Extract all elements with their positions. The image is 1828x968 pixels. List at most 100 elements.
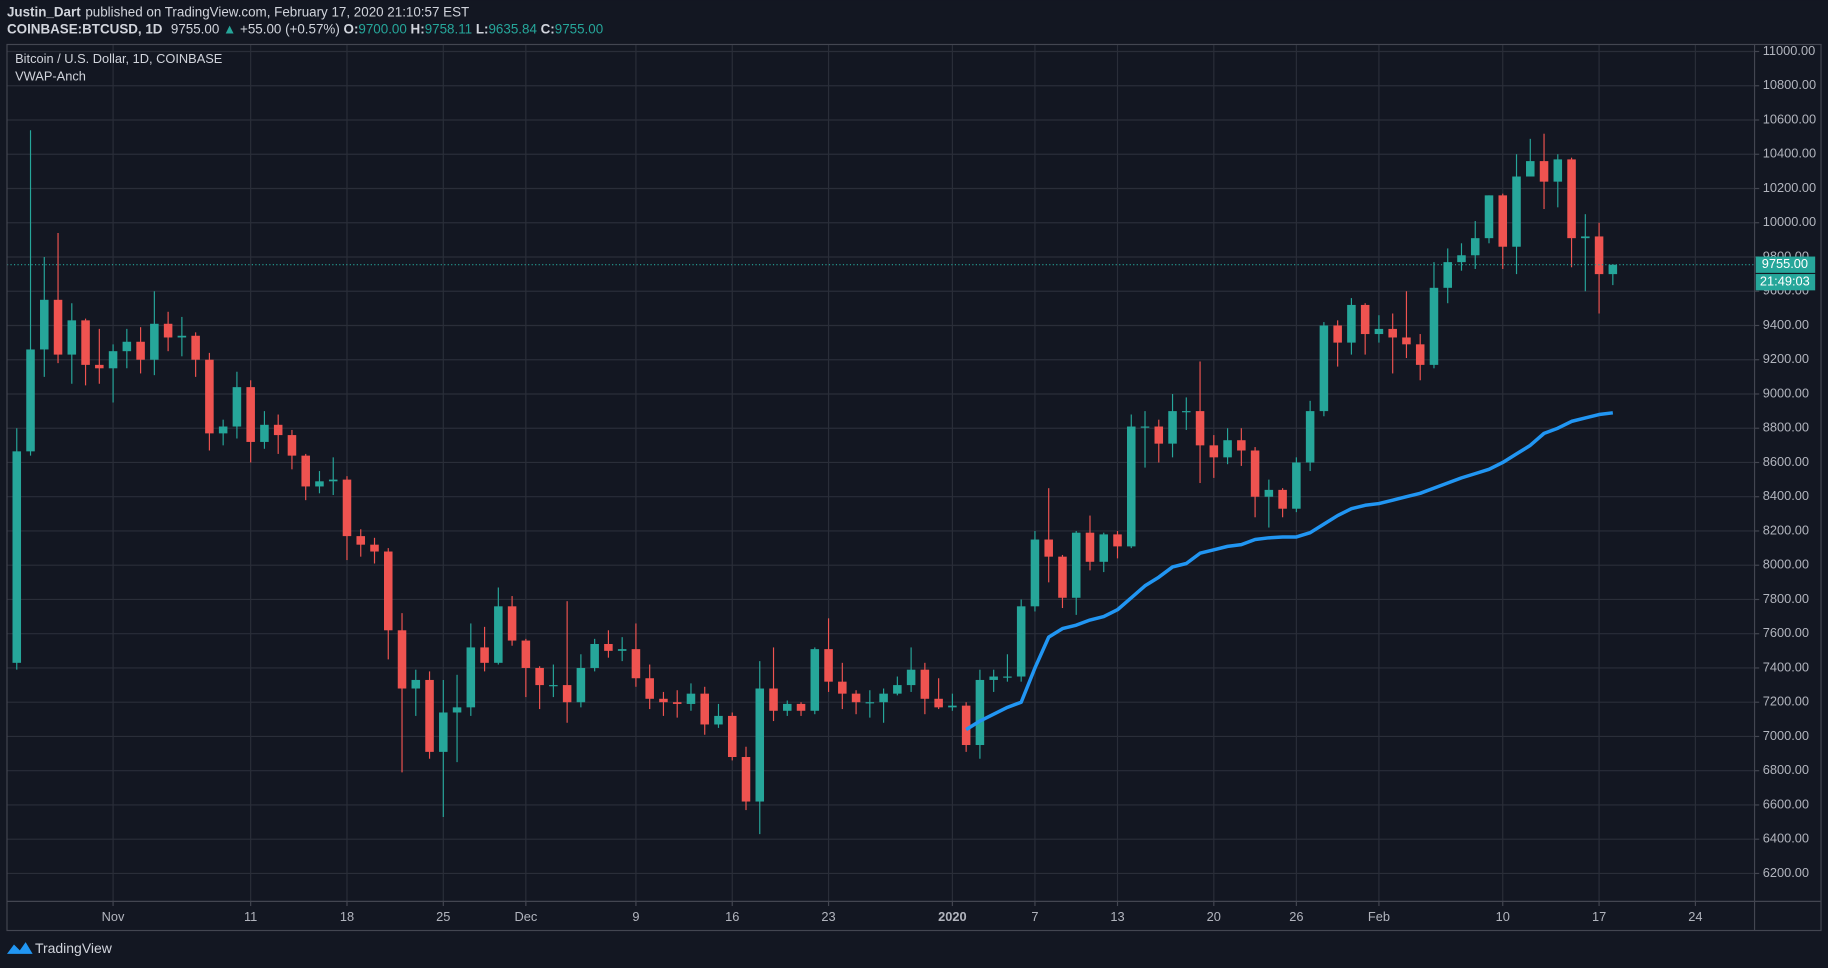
candle-body (370, 544, 379, 552)
candle-body (205, 359, 214, 434)
candle-body (1058, 556, 1067, 598)
candle-body (1140, 426, 1150, 428)
candle-body (507, 606, 517, 641)
countdown-label: 21:49:03 (1760, 274, 1810, 289)
candle-body (122, 341, 132, 352)
logo-icon (6, 942, 33, 954)
candle-body (1264, 489, 1274, 497)
candle-body (1567, 159, 1576, 239)
ohlc-key: H: (411, 21, 425, 36)
candle-body (1154, 426, 1164, 444)
y-tick-label: 7200.00 (1763, 694, 1809, 709)
countdown-tag (1755, 274, 1816, 291)
x-tick-label: Nov (102, 909, 125, 924)
y-tick-label: 6600.00 (1763, 796, 1809, 811)
candle-body (356, 536, 366, 545)
x-tick-label: 7 (1031, 909, 1038, 924)
candle-body (1374, 328, 1384, 335)
last: 9755.00 (171, 21, 219, 36)
ohlc-value: 9758.11 (425, 21, 472, 36)
author: Justin_Dart (7, 5, 81, 20)
y-tick-label: 7600.00 (1763, 625, 1809, 640)
candle-body (452, 707, 462, 713)
y-tick-label: 10400.00 (1763, 146, 1816, 161)
candle-body (1182, 411, 1191, 413)
candle-body (12, 451, 22, 663)
candle-body (1250, 450, 1260, 497)
candle-body (1333, 325, 1342, 343)
candle-body (1498, 195, 1508, 247)
candle-body (191, 335, 200, 360)
y-tick-label: 8600.00 (1763, 454, 1809, 469)
candle-body (521, 640, 531, 668)
x-tick-label: 10 (1496, 909, 1510, 924)
candle-body (1016, 606, 1026, 677)
ohlc-key: L: (476, 21, 489, 36)
y-tick-label: 10800.00 (1763, 77, 1816, 92)
candle-body (1608, 264, 1618, 275)
candle-body (851, 693, 861, 703)
symbol-line: COINBASE:BTCUSD, 1D 9755.00 ▲ +55.00 (+0… (7, 21, 603, 36)
candle-body (439, 712, 448, 752)
candle-body (989, 676, 998, 680)
candle-body (1457, 255, 1466, 263)
ohlc-value: 9700.00 (358, 21, 406, 36)
candle-body (906, 669, 916, 686)
candle-body (1594, 236, 1604, 275)
candle-body (232, 387, 242, 427)
candle-body (494, 606, 503, 663)
candle-body (1347, 304, 1356, 343)
y-tick-label: 10600.00 (1763, 111, 1816, 126)
candle-body (108, 351, 118, 369)
candle-body (1223, 440, 1232, 458)
candle-body (40, 299, 49, 350)
candle-body (783, 703, 792, 711)
candle-body (1429, 287, 1439, 365)
candle-body (562, 685, 572, 703)
candle-body (576, 667, 586, 703)
candle-body (741, 757, 751, 802)
y-tick-label: 8800.00 (1763, 420, 1809, 435)
symbol: COINBASE:BTCUSD, 1D (7, 21, 163, 36)
candle-body (700, 693, 709, 725)
plot: 6200.00 6400.00 6600.00 6800.00 7000.00 7200.… (6, 43, 1816, 924)
candle-body (549, 685, 558, 687)
arrow: ▲ (223, 21, 236, 36)
legend-vwap: VWAP-Anch (15, 69, 86, 84)
candle-body (53, 299, 63, 355)
candle-body (1402, 337, 1411, 345)
candle-body (218, 426, 228, 434)
candle-body (1553, 159, 1563, 182)
candle-body (1526, 161, 1535, 177)
candle-body (1085, 532, 1095, 562)
ohlc-value: 9755.00 (555, 21, 603, 36)
published: published on TradingView.com, February 1… (85, 5, 469, 20)
x-tick-label: Feb (1368, 909, 1390, 924)
candle-body (1443, 262, 1452, 288)
candle-body (604, 643, 613, 651)
candle-body (535, 667, 544, 686)
y-tick-label: 6800.00 (1763, 762, 1809, 777)
candle-body (273, 424, 283, 436)
candle-body (480, 647, 489, 663)
candle-body (425, 679, 434, 752)
candle-body (150, 323, 159, 360)
candle-body (1512, 176, 1521, 247)
x-tick-label: 16 (725, 909, 739, 924)
x-tick-label: 18 (340, 909, 354, 924)
candle-body (714, 715, 723, 725)
candle-body (1195, 411, 1205, 446)
x-tick-label: 13 (1110, 909, 1124, 924)
candle-body (177, 335, 187, 338)
candle-body (1319, 325, 1329, 412)
candle-body (1539, 161, 1549, 182)
candle-body (1044, 539, 1053, 557)
candle-body (26, 349, 35, 452)
candle-body (1581, 236, 1590, 239)
x-tick-label: 11 (244, 909, 257, 924)
candle-body (948, 705, 957, 708)
candle-body (1168, 411, 1177, 444)
y-tick-label: 11000.00 (1763, 43, 1816, 58)
price-tag-label: 9755.00 (1762, 256, 1808, 271)
